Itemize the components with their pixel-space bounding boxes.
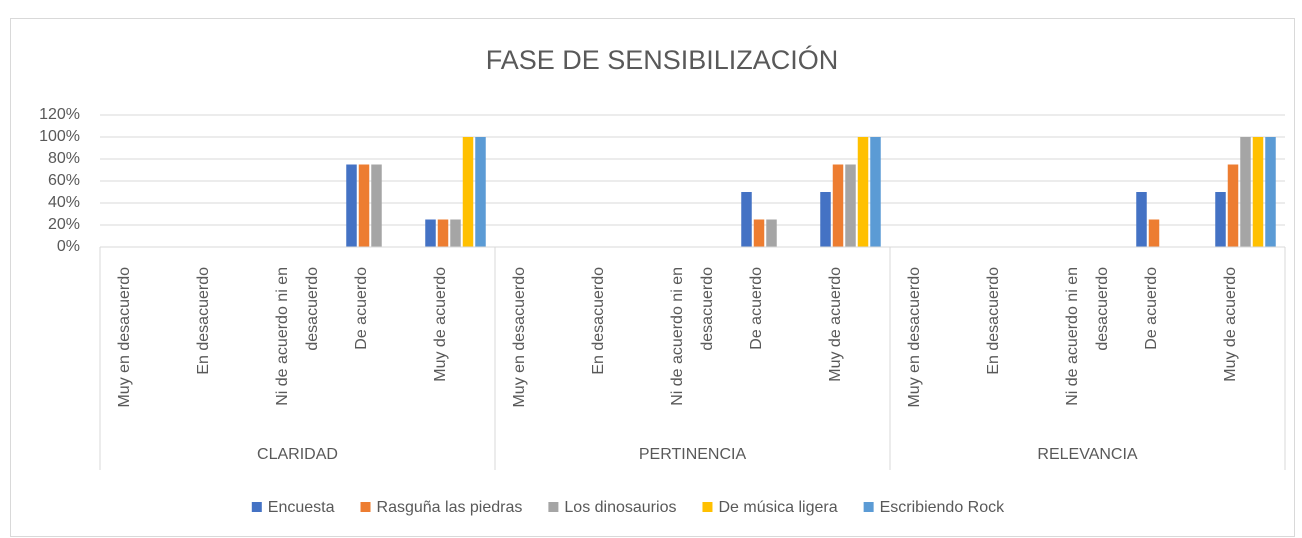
x-tick-label: Muy en desacuerdo [510, 267, 528, 408]
bar [371, 164, 382, 247]
legend-swatch [548, 502, 559, 512]
legend-label: Rasguña las piedras [377, 499, 523, 516]
bar [462, 137, 474, 247]
x-tick-label: De acuerdo [747, 267, 765, 350]
x-tick-label: Ni de acuerdo ni en desacuerdo [273, 267, 321, 406]
x-tick-label: Ni de acuerdo ni en desacuerdo [1063, 267, 1111, 406]
y-tick-label: 20% [48, 216, 80, 233]
x-tick-label: En desacuerdo [194, 267, 212, 375]
x-tick-label: De acuerdo [352, 267, 370, 350]
y-tick-label: 80% [48, 150, 80, 167]
bar [820, 192, 831, 247]
chart-title: FASE DE SENSIBILIZACIÓN [486, 44, 839, 75]
group-label: RELEVANCIA [1037, 446, 1138, 463]
bar [425, 219, 436, 247]
y-tick-label: 60% [48, 172, 80, 189]
bar [358, 164, 370, 247]
legend-label: De música ligera [718, 499, 837, 516]
bar [870, 137, 881, 247]
x-tick-label: Muy de acuerdo [1221, 267, 1239, 382]
bar [753, 219, 765, 247]
bar [1252, 137, 1264, 247]
legend-label: Los dinosaurios [564, 499, 676, 516]
x-tick-label: Ni de acuerdo ni en desacuerdo [668, 267, 716, 406]
bar [1240, 137, 1251, 247]
x-tick-label: En desacuerdo [589, 267, 607, 375]
bar [845, 164, 856, 247]
group-label: PERTINENCIA [639, 446, 747, 463]
bar [1215, 192, 1226, 247]
legend-swatch [863, 502, 874, 512]
bar [1265, 137, 1276, 247]
x-tick-label: Muy en desacuerdo [115, 267, 133, 408]
x-tick-label: Muy de acuerdo [826, 267, 844, 382]
bar [1227, 164, 1239, 247]
legend-swatch [251, 502, 262, 512]
x-tick-label: Muy en desacuerdo [905, 267, 923, 408]
legend-swatch [360, 502, 371, 512]
bar [475, 137, 486, 247]
bar [437, 219, 449, 247]
bar [346, 164, 357, 247]
bar [832, 164, 844, 247]
x-tick-label: Muy de acuerdo [431, 267, 449, 382]
legend-swatch [702, 502, 713, 512]
bar [1148, 219, 1160, 247]
y-tick-label: 120% [39, 106, 80, 123]
y-tick-label: 100% [39, 128, 80, 145]
y-tick-label: 40% [48, 194, 80, 211]
y-tick-label: 0% [57, 238, 80, 255]
bar [766, 219, 777, 247]
legend-label: Escribiendo Rock [880, 499, 1006, 516]
legend-label: Encuesta [268, 499, 335, 516]
x-tick-label: En desacuerdo [984, 267, 1002, 375]
bar [857, 137, 869, 247]
bar [1136, 192, 1147, 247]
bar [741, 192, 752, 247]
chart-border [10, 18, 1295, 537]
group-label: CLARIDAD [257, 446, 338, 463]
x-tick-label: De acuerdo [1142, 267, 1160, 350]
bar [450, 219, 461, 247]
